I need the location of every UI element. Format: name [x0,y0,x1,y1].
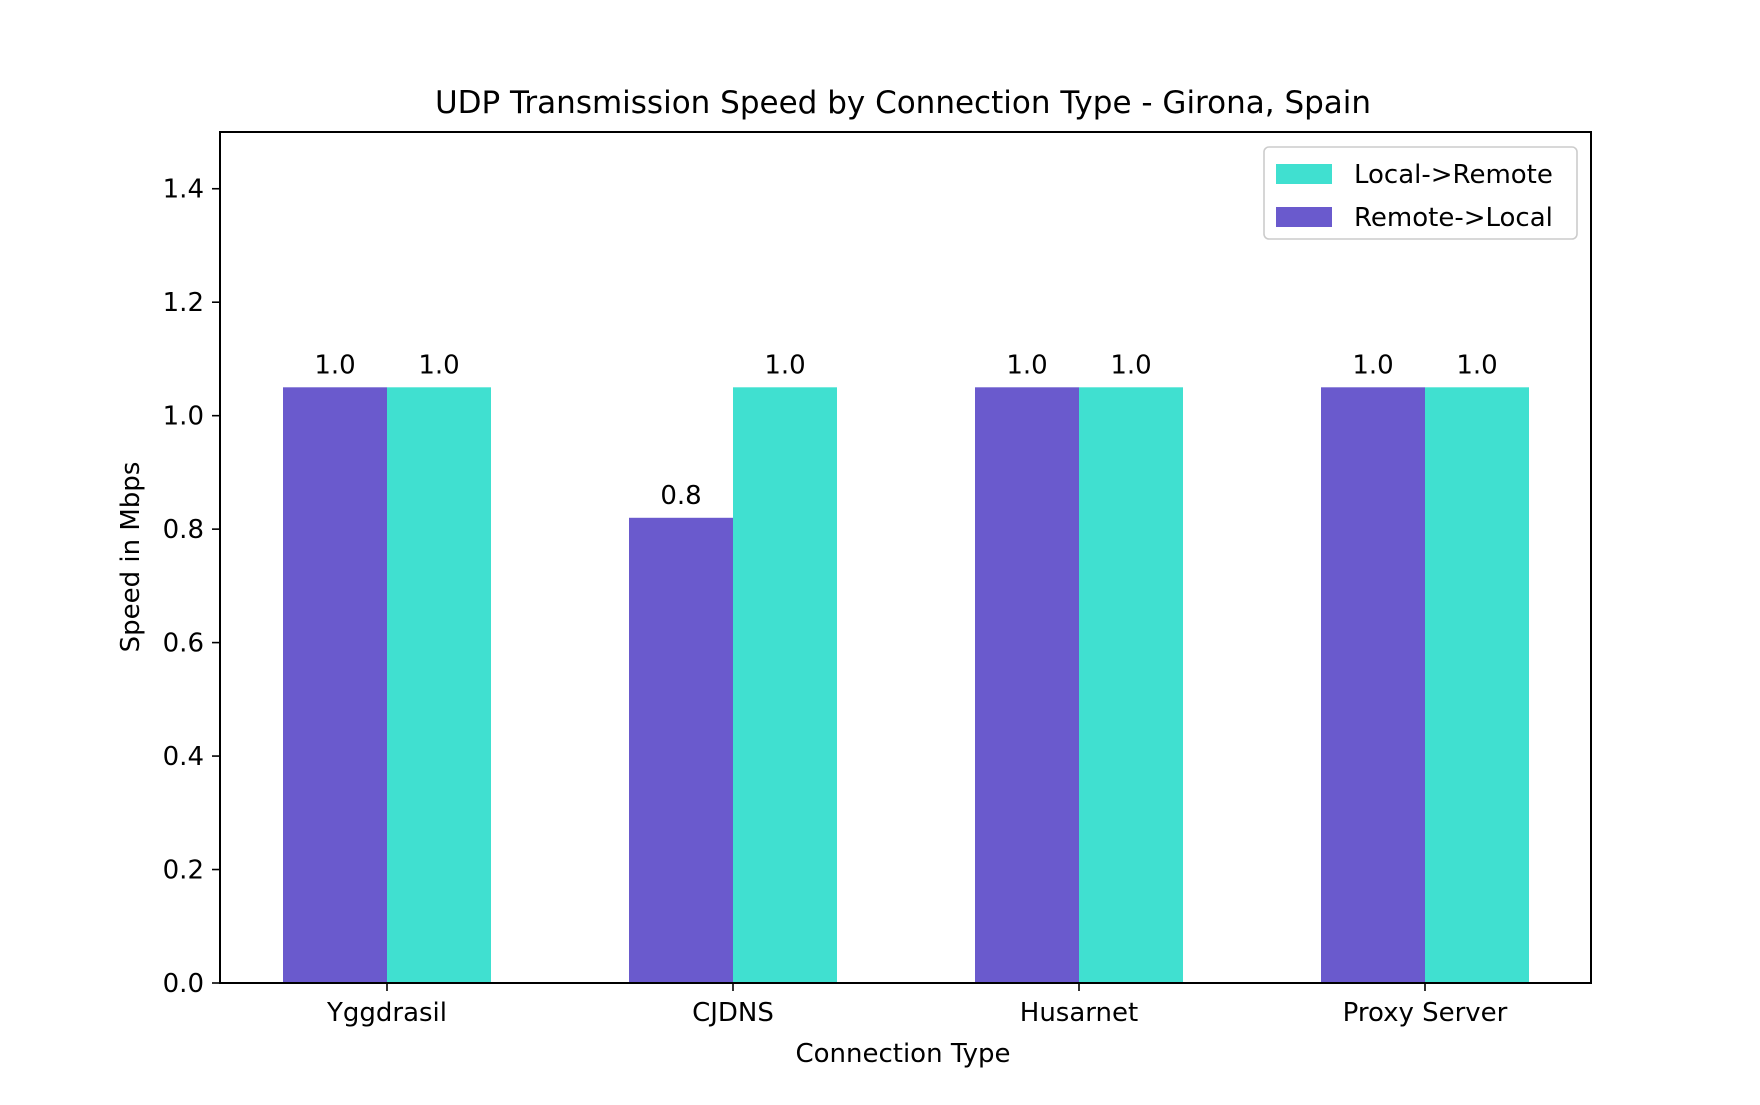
bar-local-remote-1 [733,387,837,983]
y-tick-label: 0.4 [163,742,204,772]
bar-local-remote-3 [1425,387,1529,983]
legend-swatch-remote-local [1276,207,1332,227]
x-axis-label: Connection Type [795,1039,1010,1069]
plot-frame [219,131,1592,984]
y-tick-label: 1.2 [163,288,204,318]
x-tick-label: Proxy Server [1343,998,1508,1028]
x-tick-label: CJDNS [692,998,774,1028]
plot-area: 1.0 0.8 1.0 1.0 1.0 1.0 1.0 1.0 0.0 0.2 0.4 0.6 0.8 1… [163,131,1592,1028]
bar-remote-local-3 [1321,387,1425,983]
bar-local-remote-2 [1079,387,1183,983]
bar-value-label: 1.0 [1456,350,1497,380]
bar-value-label: 1.0 [418,350,459,380]
y-axis-label: Speed in Mbps [116,462,146,653]
x-tick-label: Yggdrasil [326,998,447,1028]
y-tick-label: 1.0 [163,402,204,432]
bar-value-label: 0.8 [660,481,701,511]
y-tick-label: 0.6 [163,629,204,659]
y-tick-label: 0.2 [163,856,204,886]
bar-local-remote-0 [387,387,491,983]
bar-value-label: 1.0 [1110,350,1151,380]
legend-label-local-remote: Local->Remote [1354,160,1553,190]
bar-value-label: 1.0 [1006,350,1047,380]
bar-remote-local-0 [283,387,387,983]
chart-title: UDP Transmission Speed by Connection Typ… [435,85,1371,121]
y-tick-label: 0.0 [163,969,204,999]
legend-label-remote-local: Remote->Local [1354,203,1553,233]
bar-value-label: 1.0 [1352,350,1393,380]
bar-remote-local-2 [975,387,1079,983]
x-tick-label: Husarnet [1020,998,1138,1028]
y-tick-label: 0.8 [163,515,204,545]
legend-box [1263,146,1578,240]
y-tick-label: 1.4 [163,175,204,205]
bar-value-label: 1.0 [764,350,805,380]
bar-remote-local-1 [629,517,733,983]
legend-swatch-local-remote [1276,164,1332,184]
bar-value-label: 1.0 [314,350,355,380]
